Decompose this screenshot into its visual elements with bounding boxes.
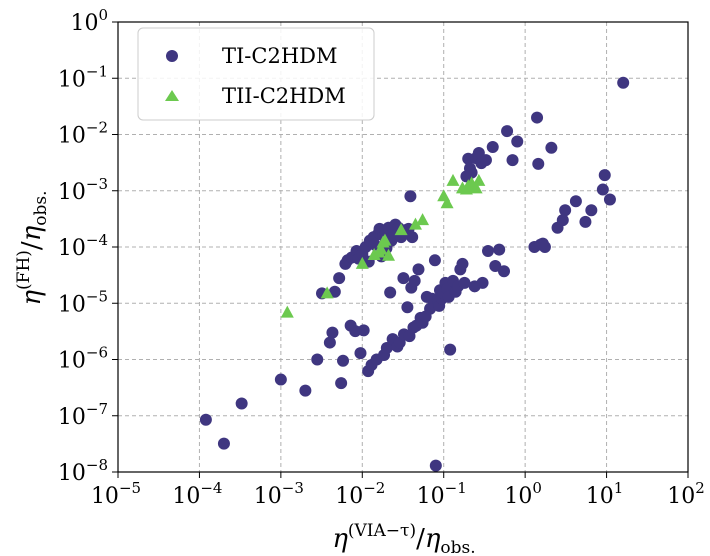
point-tii-c2hdm bbox=[280, 305, 294, 318]
y-tick-label: 10−3 bbox=[58, 175, 108, 205]
point-ti-c2hdm bbox=[511, 135, 524, 148]
point-ti-c2hdm bbox=[311, 353, 324, 366]
point-ti-c2hdm bbox=[397, 272, 410, 285]
y-axis-label: η(FH)/ηobs. bbox=[14, 190, 51, 305]
data-points bbox=[199, 76, 630, 472]
point-ti-c2hdm bbox=[506, 154, 519, 167]
point-tii-c2hdm bbox=[394, 223, 408, 236]
point-tii-c2hdm bbox=[472, 173, 486, 186]
point-ti-c2hdm bbox=[328, 285, 341, 298]
point-tii-c2hdm bbox=[378, 233, 392, 246]
x-tick-label: 10−2 bbox=[335, 479, 385, 509]
point-ti-c2hdm bbox=[498, 265, 511, 278]
point-ti-c2hdm bbox=[489, 259, 502, 272]
point-tii-c2hdm bbox=[469, 181, 483, 194]
x-tick-label: 10−3 bbox=[254, 479, 304, 509]
x-tick-label: 10−1 bbox=[417, 479, 467, 509]
point-ti-c2hdm bbox=[337, 354, 350, 367]
point-ti-c2hdm bbox=[368, 238, 381, 251]
series-ti-c2hdm bbox=[199, 76, 630, 472]
point-tii-c2hdm bbox=[374, 242, 388, 255]
point-ti-c2hdm bbox=[429, 459, 442, 472]
point-tii-c2hdm bbox=[382, 248, 396, 261]
point-ti-c2hdm bbox=[596, 183, 609, 196]
point-tii-c2hdm bbox=[355, 256, 369, 269]
point-ti-c2hdm bbox=[465, 166, 478, 179]
point-ti-c2hdm bbox=[531, 111, 544, 124]
legend-marker-ti bbox=[166, 50, 178, 62]
y-tick-label: 10−1 bbox=[58, 62, 108, 92]
point-ti-c2hdm bbox=[401, 301, 414, 314]
point-ti-c2hdm bbox=[408, 274, 421, 287]
point-tii-c2hdm bbox=[408, 217, 422, 230]
point-ti-c2hdm bbox=[569, 195, 582, 208]
legend-marker-tii bbox=[165, 90, 179, 101]
point-ti-c2hdm bbox=[493, 243, 506, 256]
point-ti-c2hdm bbox=[326, 326, 339, 339]
point-ti-c2hdm bbox=[486, 140, 499, 153]
point-ti-c2hdm bbox=[532, 157, 545, 170]
point-ti-c2hdm bbox=[384, 286, 397, 299]
point-ti-c2hdm bbox=[357, 324, 370, 337]
point-ti-c2hdm bbox=[585, 204, 598, 217]
y-tick-label: 10−8 bbox=[58, 456, 108, 486]
point-ti-c2hdm bbox=[603, 193, 616, 206]
point-ti-c2hdm bbox=[579, 215, 592, 228]
y-tick-label: 10−4 bbox=[58, 231, 108, 261]
x-tick-label: 102 bbox=[667, 479, 705, 509]
point-ti-c2hdm bbox=[456, 257, 469, 270]
y-axis-ticks: 10−8 10−7 10−6 10−5 10−4 10−3 10−2 10−1 100 bbox=[58, 6, 118, 486]
series-tii-c2hdm bbox=[280, 173, 486, 318]
x-tick-label: 10−5 bbox=[91, 479, 141, 509]
point-ti-c2hdm bbox=[404, 190, 417, 203]
point-ti-c2hdm bbox=[406, 231, 419, 244]
point-ti-c2hdm bbox=[559, 204, 572, 217]
point-ti-c2hdm bbox=[479, 154, 492, 167]
y-tick-label: 10−2 bbox=[58, 119, 108, 149]
point-ti-c2hdm bbox=[380, 342, 393, 355]
y-tick-label: 100 bbox=[70, 6, 108, 36]
point-ti-c2hdm bbox=[501, 125, 514, 138]
point-ti-c2hdm bbox=[354, 347, 367, 360]
legend-box bbox=[137, 27, 375, 121]
point-tii-c2hdm bbox=[446, 173, 460, 186]
y-tick-label: 10−5 bbox=[58, 287, 108, 317]
point-ti-c2hdm bbox=[235, 397, 248, 410]
x-axis-ticks: 10−5 10−4 10−3 10−2 10−1 100 101 102 bbox=[91, 472, 705, 509]
point-ti-c2hdm bbox=[217, 437, 230, 450]
point-tii-c2hdm bbox=[320, 286, 334, 299]
x-axis-label: η(VIA−τ)/ηobs. bbox=[332, 521, 475, 556]
point-ti-c2hdm bbox=[299, 384, 312, 397]
y-tick-label: 10−7 bbox=[58, 400, 108, 430]
point-ti-c2hdm bbox=[333, 272, 346, 285]
point-ti-c2hdm bbox=[323, 336, 336, 349]
point-ti-c2hdm bbox=[199, 413, 212, 426]
point-ti-c2hdm bbox=[598, 169, 611, 182]
y-tick-label: 10−6 bbox=[58, 344, 108, 374]
point-ti-c2hdm bbox=[545, 141, 558, 154]
x-tick-label: 10−4 bbox=[172, 479, 222, 509]
point-ti-c2hdm bbox=[428, 254, 441, 267]
x-tick-label: 101 bbox=[586, 479, 624, 509]
point-ti-c2hdm bbox=[617, 76, 630, 89]
legend-label-ti: TI-C2HDM bbox=[222, 44, 337, 68]
point-tii-c2hdm bbox=[416, 213, 430, 226]
point-ti-c2hdm bbox=[444, 343, 457, 356]
point-ti-c2hdm bbox=[335, 377, 348, 390]
legend: TI-C2HDM TII-C2HDM bbox=[137, 27, 375, 121]
point-ti-c2hdm bbox=[482, 244, 495, 257]
point-tii-c2hdm bbox=[440, 196, 454, 209]
point-ti-c2hdm bbox=[476, 276, 489, 289]
point-ti-c2hdm bbox=[274, 373, 287, 386]
point-ti-c2hdm bbox=[412, 263, 425, 276]
legend-label-tii: TII-C2HDM bbox=[222, 84, 346, 108]
point-ti-c2hdm bbox=[538, 241, 551, 253]
x-tick-label: 100 bbox=[504, 479, 542, 509]
point-ti-c2hdm bbox=[556, 214, 569, 227]
point-ti-c2hdm bbox=[458, 276, 471, 289]
